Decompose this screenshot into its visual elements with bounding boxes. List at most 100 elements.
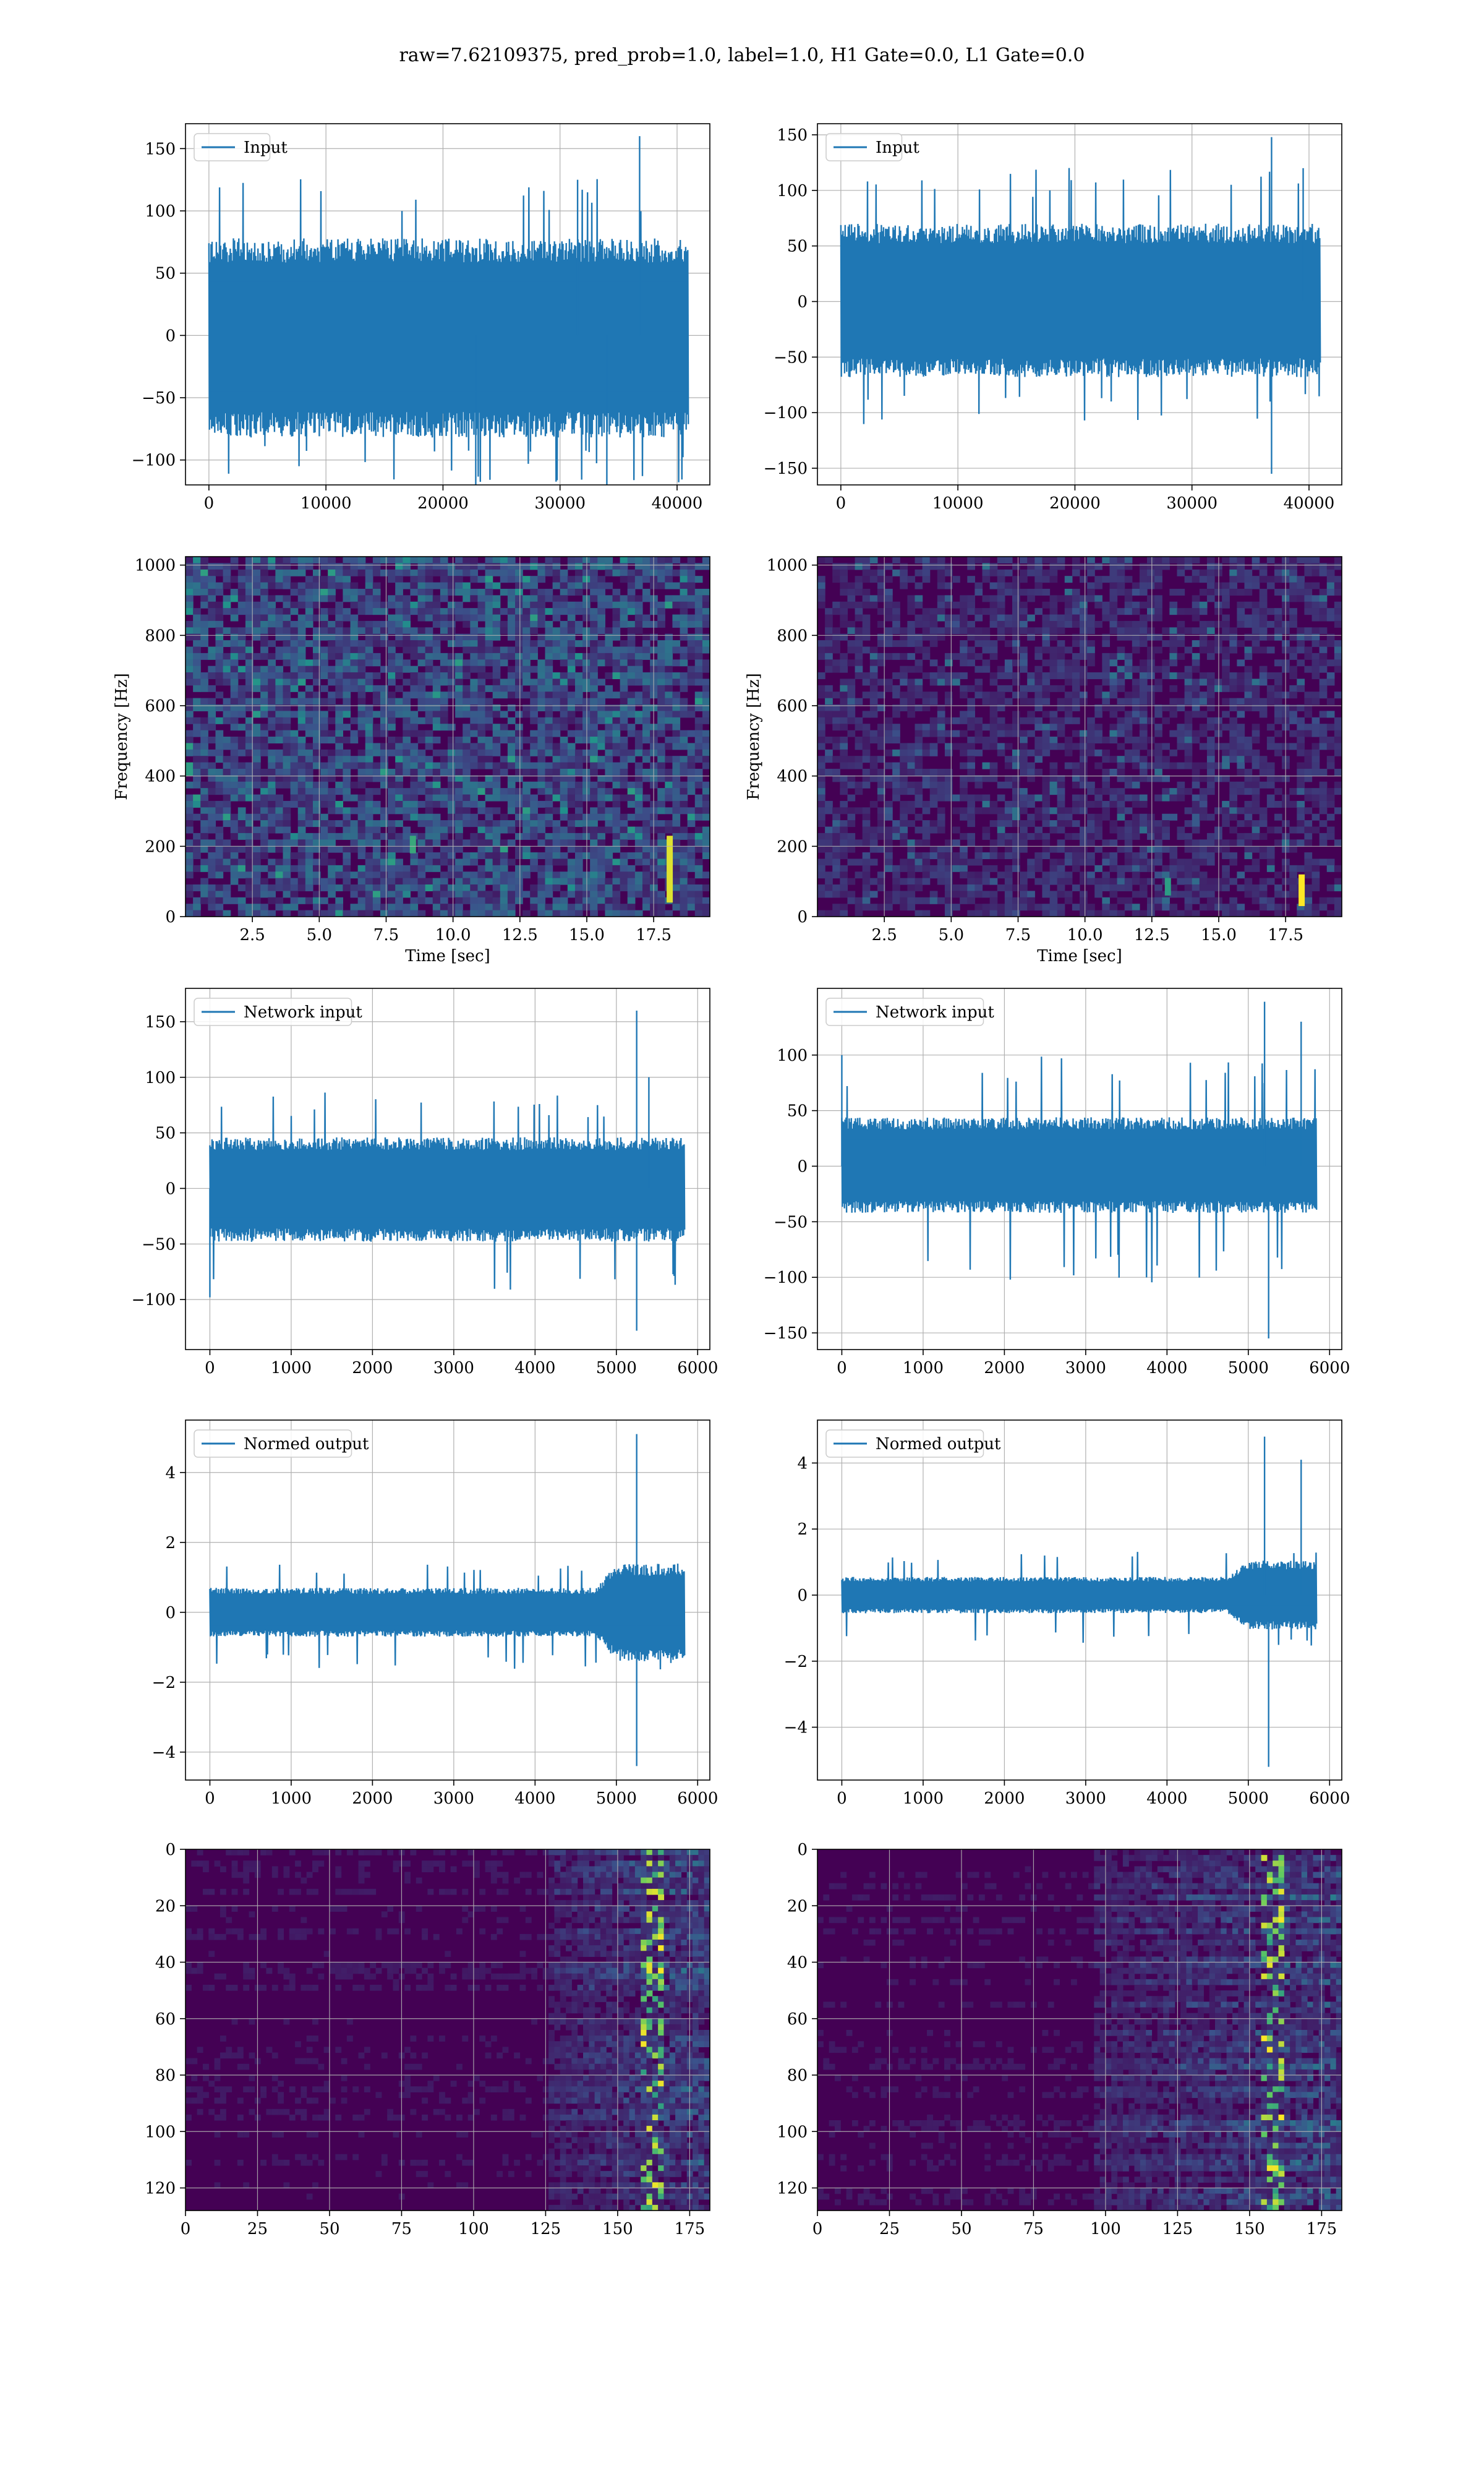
heatmap-cell xyxy=(186,588,194,596)
heatmap-cell xyxy=(545,878,553,885)
heatmap-cell xyxy=(869,775,878,782)
heatmap-cell xyxy=(372,762,381,769)
heatmap-cell xyxy=(260,852,268,860)
heatmap-cell xyxy=(425,672,433,680)
heatmap-cell xyxy=(1162,826,1170,834)
heatmap-cell xyxy=(1124,756,1133,763)
heatmap-cell xyxy=(530,704,538,712)
heatmap-cell xyxy=(530,614,538,622)
heatmap-cell xyxy=(1012,711,1020,718)
heatmap-cell xyxy=(425,839,433,847)
heatmap-cell xyxy=(1087,800,1095,808)
heatmap-cell xyxy=(297,659,306,667)
heatmap-cell xyxy=(855,576,863,583)
heatmap-cell xyxy=(1109,614,1118,622)
heatmap-cell xyxy=(463,640,471,648)
heatmap-cell xyxy=(372,557,381,563)
heatmap-cell xyxy=(537,833,546,840)
heatmap-cell xyxy=(1080,794,1088,802)
heatmap-cell xyxy=(560,698,568,705)
heatmap-cell xyxy=(253,698,261,705)
heatmap-cell xyxy=(620,775,628,782)
heatmap-cell xyxy=(1012,627,1020,635)
heatmap-cell xyxy=(597,659,605,667)
heatmap-cell xyxy=(1162,865,1170,872)
heatmap-cell xyxy=(477,640,486,648)
heatmap-cell xyxy=(522,845,531,853)
heatmap-cell xyxy=(840,563,848,570)
heatmap-cell xyxy=(929,820,938,828)
heatmap-cell xyxy=(403,646,411,654)
heatmap-cell xyxy=(455,557,463,563)
heatmap-cell xyxy=(417,737,426,743)
heatmap-cell xyxy=(885,833,893,840)
heatmap-cell xyxy=(687,646,696,654)
heatmap-cell xyxy=(1020,788,1028,795)
heatmap-cell xyxy=(388,576,396,583)
heatmap-cell xyxy=(885,685,893,692)
heatmap-cell xyxy=(1154,633,1162,641)
heatmap-cell xyxy=(1102,633,1111,641)
heatmap-cell xyxy=(403,698,411,705)
heatmap-cell xyxy=(680,826,688,834)
heatmap-cell xyxy=(620,884,628,892)
heatmap-cell xyxy=(223,884,231,892)
heatmap-cell xyxy=(320,839,328,847)
heatmap-cell xyxy=(545,563,553,570)
heatmap-cell xyxy=(612,781,621,789)
heatmap-cell xyxy=(1042,788,1051,795)
heatmap-cell xyxy=(877,704,885,712)
heatmap-cell xyxy=(892,724,900,731)
heatmap-cell xyxy=(448,762,456,769)
heatmap-cell xyxy=(1034,576,1043,583)
heatmap-cell xyxy=(1132,891,1140,898)
heatmap-cell xyxy=(410,608,419,615)
heatmap-cell xyxy=(1012,588,1020,596)
heatmap-cell xyxy=(847,756,856,763)
heatmap-cell xyxy=(365,711,373,718)
heatmap-cell xyxy=(989,891,998,898)
heatmap-cell xyxy=(343,845,351,853)
heatmap-cell xyxy=(574,698,583,705)
heatmap-cell xyxy=(492,820,501,828)
heatmap-cell xyxy=(672,878,681,885)
heatmap-cell xyxy=(687,576,696,583)
heatmap-cell xyxy=(825,691,833,699)
heatmap-cell xyxy=(702,588,710,596)
heatmap-cell xyxy=(275,724,284,731)
heatmap-cell xyxy=(552,653,561,660)
heatmap-cell xyxy=(680,865,688,872)
heatmap-cell xyxy=(590,627,598,635)
heatmap-cell xyxy=(922,691,931,699)
heatmap-cell xyxy=(817,807,825,815)
heatmap-cell xyxy=(627,884,636,892)
heatmap-cell xyxy=(620,614,628,622)
heatmap-cell xyxy=(825,557,833,563)
heatmap-cell xyxy=(1139,691,1148,699)
heatmap-cell xyxy=(186,666,194,673)
heatmap-cell xyxy=(855,563,863,570)
heatmap-cell xyxy=(832,871,840,879)
heatmap-cell xyxy=(186,845,194,853)
heatmap-cell xyxy=(492,711,501,718)
heatmap-cell xyxy=(230,588,239,596)
heatmap-cell xyxy=(268,711,276,718)
heatmap-cell xyxy=(463,595,471,602)
heatmap-cell xyxy=(275,653,284,660)
heatmap-cell xyxy=(1080,800,1088,808)
heatmap-cell xyxy=(283,678,291,686)
heatmap-cell xyxy=(855,608,863,615)
heatmap-cell xyxy=(215,659,224,667)
heatmap-cell xyxy=(395,608,403,615)
heatmap-cell xyxy=(507,620,516,628)
heatmap-cell xyxy=(260,576,268,583)
heatmap-cell xyxy=(343,653,351,660)
heatmap-cell xyxy=(500,788,508,795)
heatmap-cell xyxy=(477,608,486,615)
heatmap-cell xyxy=(1042,833,1051,840)
heatmap-cell xyxy=(380,685,388,692)
heatmap-cell xyxy=(193,800,201,808)
heatmap-cell xyxy=(560,595,568,602)
heatmap-cell xyxy=(1124,608,1133,615)
heatmap-cell xyxy=(537,852,546,860)
